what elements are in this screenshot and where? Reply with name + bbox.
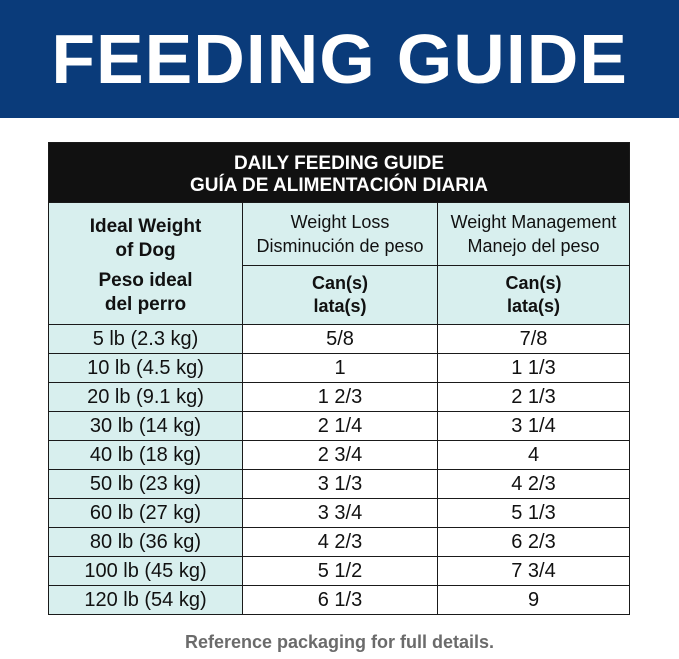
weight-loss-cell: 3 1/3 (242, 469, 438, 499)
weight-loss-cell: 1 2/3 (242, 382, 438, 412)
table-row: 100 lb (45 kg) 5 1/2 7 3/4 (48, 556, 630, 586)
weight-management-cell: 1 1/3 (437, 353, 630, 383)
weight-management-cell: 2 1/3 (437, 382, 630, 412)
weight-loss-header-es: Disminución de peso (256, 236, 424, 256)
weight-management-header-es: Manejo del peso (467, 236, 600, 256)
footnote: Reference packaging for full details. (184, 632, 495, 652)
weight-loss-header: Weight Loss Disminución de peso (242, 202, 438, 266)
table-row: 120 lb (54 kg) 6 1/3 9 (48, 585, 630, 615)
weight-management-header: Weight Management Manejo del peso (437, 202, 630, 266)
table-row: 10 lb (4.5 kg) 1 1 1/3 (48, 353, 630, 383)
table-row: 5 lb (2.3 kg) 5/8 7/8 (48, 324, 630, 354)
table-row: 20 lb (9.1 kg) 1 2/3 2 1/3 (48, 382, 630, 412)
table-row: 80 lb (36 kg) 4 2/3 6 2/3 (48, 527, 630, 557)
weight-management-unit: Can(s) lata(s) (437, 265, 630, 325)
table-title: DAILY FEEDING GUIDE GUÍA DE ALIMENTACIÓN… (48, 142, 630, 203)
weight-management-header-en: Weight Management (450, 212, 617, 232)
weight-management-cell: 6 2/3 (437, 527, 630, 557)
weight-management-cell: 9 (437, 585, 630, 615)
feeding-table: DAILY FEEDING GUIDE GUÍA DE ALIMENTACIÓN… (48, 142, 630, 615)
weight-cell: 60 lb (27 kg) (48, 498, 243, 528)
weight-loss-unit-es: lata(s) (313, 296, 367, 316)
weight-management-cell: 3 1/4 (437, 411, 630, 441)
weight-loss-cell: 5/8 (242, 324, 438, 354)
weight-header-en-1: Ideal Weight (89, 216, 202, 237)
weight-column-header: Ideal Weight of Dog Peso ideal del perro (48, 202, 243, 325)
weight-loss-cell: 6 1/3 (242, 585, 438, 615)
weight-cell: 5 lb (2.3 kg) (48, 324, 243, 354)
weight-loss-cell: 3 3/4 (242, 498, 438, 528)
weight-header-es-2: del perro (104, 294, 187, 315)
weight-loss-cell: 2 1/4 (242, 411, 438, 441)
table-title-es: GUÍA DE ALIMENTACIÓN DIARIA (189, 174, 488, 196)
weight-loss-cell: 5 1/2 (242, 556, 438, 586)
weight-cell: 100 lb (45 kg) (48, 556, 243, 586)
weight-management-unit-en: Can(s) (505, 273, 562, 293)
table-row: 60 lb (27 kg) 3 3/4 5 1/3 (48, 498, 630, 528)
weight-management-unit-es: lata(s) (506, 296, 560, 316)
weight-loss-unit: Can(s) lata(s) (242, 265, 438, 325)
table-title-en: DAILY FEEDING GUIDE (233, 152, 445, 174)
weight-cell: 80 lb (36 kg) (48, 527, 243, 557)
weight-loss-unit-en: Can(s) (311, 273, 368, 293)
weight-management-cell: 7/8 (437, 324, 630, 354)
weight-management-cell: 5 1/3 (437, 498, 630, 528)
weight-management-cell: 7 3/4 (437, 556, 630, 586)
weight-cell: 40 lb (18 kg) (48, 440, 243, 470)
feeding-guide-banner: FEEDING GUIDE (0, 0, 679, 118)
weight-cell: 120 lb (54 kg) (48, 585, 243, 615)
weight-management-cell: 4 (437, 440, 630, 470)
table-row: 40 lb (18 kg) 2 3/4 4 (48, 440, 630, 470)
weight-cell: 50 lb (23 kg) (48, 469, 243, 499)
weight-management-cell: 4 2/3 (437, 469, 630, 499)
weight-header-es-1: Peso ideal (98, 270, 193, 291)
table-row: 30 lb (14 kg) 2 1/4 3 1/4 (48, 411, 630, 441)
weight-cell: 20 lb (9.1 kg) (48, 382, 243, 412)
weight-loss-cell: 2 3/4 (242, 440, 438, 470)
banner-title: FEEDING GUIDE (51, 20, 628, 98)
weight-cell: 30 lb (14 kg) (48, 411, 243, 441)
table-row: 50 lb (23 kg) 3 1/3 4 2/3 (48, 469, 630, 499)
weight-loss-cell: 4 2/3 (242, 527, 438, 557)
weight-cell: 10 lb (4.5 kg) (48, 353, 243, 383)
weight-loss-header-en: Weight Loss (290, 212, 390, 232)
weight-loss-cell: 1 (242, 353, 438, 383)
weight-header-en-2: of Dog (115, 240, 176, 261)
